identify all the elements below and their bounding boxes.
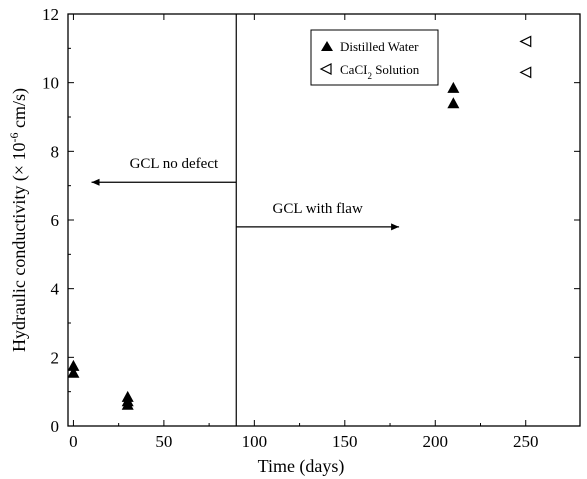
y-tick-label: 8 [51, 142, 60, 161]
legend: Distilled Water CaCI2 Solution [310, 29, 439, 86]
x-tick-label: 0 [69, 432, 78, 451]
x-axis-title: Time (days) [258, 456, 345, 477]
legend-box [310, 29, 439, 86]
legend-label-cacl2-subscript: 2 [367, 71, 372, 81]
x-tick-label: 150 [332, 432, 358, 451]
annotation-arrowhead-flaw [391, 223, 400, 231]
y-axis-title: Hydraulic conductivity (× 10-6 cm/s) [7, 88, 30, 352]
legend-label-cacl2-main: CaCI [340, 62, 367, 77]
y-axis-title-exponent: -6 [7, 132, 21, 142]
data-point-distilled-water [447, 97, 460, 109]
axis-ticks [68, 13, 580, 427]
x-tick-label: 50 [155, 432, 172, 451]
y-axis-title-tail: cm/s) [9, 88, 30, 133]
y-tick-label: 10 [42, 74, 59, 93]
y-tick-label: 12 [42, 5, 59, 24]
annotation-arrowhead-no_defect [91, 178, 100, 186]
y-tick-label: 6 [51, 211, 60, 230]
axis-tick-labels: 0 50 100 150 200 250 0 2 4 6 8 10 12 [42, 5, 538, 451]
legend-marker-cacl2-solution [319, 63, 332, 75]
legend-label-cacl2-solution: CaCI2 Solution [340, 62, 420, 81]
y-tick-label: 4 [51, 280, 60, 299]
x-tick-label: 100 [242, 432, 268, 451]
legend-marker-distilled-water [321, 41, 333, 51]
data-point-distilled-water [67, 366, 80, 378]
x-tick-label: 250 [513, 432, 539, 451]
y-tick-label: 0 [51, 417, 60, 436]
y-axis-title-main: Hydraulic conductivity (× 10 [9, 142, 30, 352]
data-point-distilled-water [67, 359, 80, 371]
annotation-label-no_defect: GCL no defect [130, 156, 219, 172]
data-point-distilled-water [447, 81, 460, 93]
legend-label-cacl2-tail: Solution [372, 62, 420, 77]
data-markers [67, 35, 532, 410]
annotation-label-flaw: GCL with flaw [273, 201, 363, 217]
y-tick-label: 2 [51, 348, 60, 367]
data-point-cacl2-solution [519, 35, 532, 48]
data-point-cacl2-solution [519, 66, 532, 79]
data-point-distilled-water [121, 398, 134, 410]
legend-label-distilled-water: Distilled Water [340, 39, 419, 54]
annotations: GCL no defect GCL with flaw [91, 14, 400, 426]
x-tick-label: 200 [423, 432, 449, 451]
